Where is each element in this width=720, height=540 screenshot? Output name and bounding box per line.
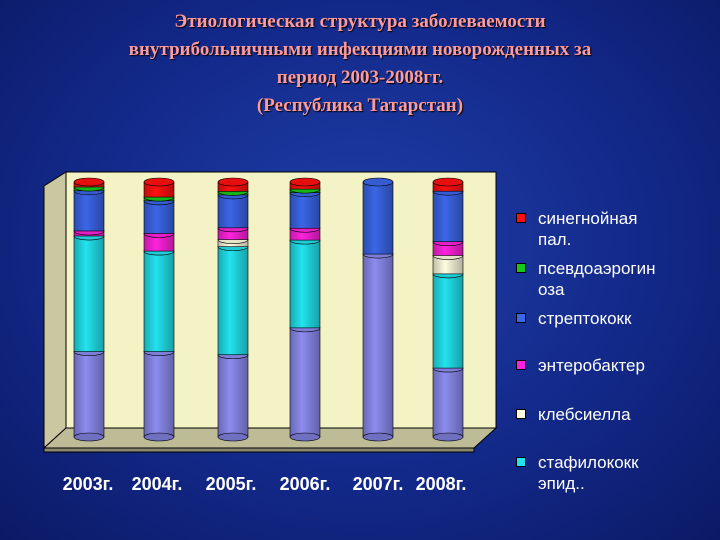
x-axis-labels: 2003г. 2004г. 2005г. 2006г. 2007г. 2008г… [40,474,480,498]
bar-segment [73,190,105,232]
bar-segment [432,190,464,243]
plot-back-wall [65,171,497,429]
plot-floor [42,427,498,449]
x-tick-label: 2006г. [279,474,331,494]
bar-segment [289,192,321,229]
legend-swatch [516,457,526,467]
legend-label: оза [538,280,565,299]
plot-side-wall [43,171,67,450]
bar-segment [217,354,249,438]
x-tick-label: 2004г. [131,474,183,494]
bar-segment-cap [362,177,394,187]
x-tick-label: 2007г. [352,474,404,494]
bar-segment [432,273,464,369]
legend-label: эпид.. [538,474,585,493]
bar-segment-cap [432,177,464,187]
bar-segment-cap [143,177,175,187]
bar-segment [143,351,175,438]
legend-streptokokk: стрептококк [516,308,716,329]
bar-segment [432,367,464,438]
legend-pseudoaeroginoza: псевдоаэрогин оза [516,258,716,300]
bar-bottom-cap [143,432,175,442]
bar-segment-cap [73,177,105,187]
bar-segment [73,235,105,352]
chart-title: Этиологическая структура заболеваемости … [40,8,680,120]
bar-bottom-cap [289,432,321,442]
plot-frame [42,171,498,453]
title-line: (Республика Татарстан) [256,95,464,116]
title-line: период 2003-2008гг. [276,67,444,88]
bar-segment [289,327,321,438]
bar-bottom-cap [362,432,394,442]
bar-column [73,177,105,442]
legend-label: синегнойная [538,209,638,228]
bar-segment [143,250,175,352]
bar-bottom-cap [73,432,105,442]
title-line: внутрибольничными инфекциями новорожденн… [128,39,592,60]
bar-column [362,177,394,442]
legend-swatch [516,409,526,419]
bar-segment [289,239,321,329]
legend-enterobakter: энтеробактер [516,355,716,376]
legend-swatch [516,360,526,370]
bar-segment [73,351,105,438]
bar-segment [217,246,249,356]
bar-segment [362,181,394,255]
x-tick-label: 2005г. [205,474,257,494]
legend-swatch [516,313,526,323]
title-line: Этиологическая структура заболеваемости [174,11,546,32]
legend-swatch [516,263,526,273]
legend-label: стафилококк [538,453,639,472]
legend-klebsiella: клебсиелла [516,404,716,425]
legend-label: стрептококк [538,309,632,328]
bars-group [73,177,464,442]
x-tick-label: 2008г. [415,474,467,494]
bar-segment [217,194,249,229]
legend-stafilokokk: стафилококк эпид.. [516,452,716,494]
bar-column [432,177,464,442]
legend-swatch [516,213,526,223]
chart-legend: синегнойная пал. псевдоаэрогин оза стреп… [516,208,716,494]
bar-segment-cap [217,177,249,187]
bar-bottom-cap [217,432,249,442]
legend-label: энтеробактер [538,356,645,375]
bar-segment-cap [289,177,321,187]
bar-bottom-cap [432,432,464,442]
bar-segment [362,253,394,438]
legend-sinegnoinaya: синегнойная пал. [516,208,716,250]
x-tick-label: 2003г. [62,474,114,494]
bar-column [217,177,249,442]
legend-label: клебсиелла [538,405,631,424]
bar-column [289,177,321,442]
bar-column [143,177,175,442]
bar-segment [143,200,175,234]
plot-floor-edge [43,447,475,453]
legend-label: псевдоаэрогин [538,259,656,278]
legend-label: пал. [538,230,572,249]
